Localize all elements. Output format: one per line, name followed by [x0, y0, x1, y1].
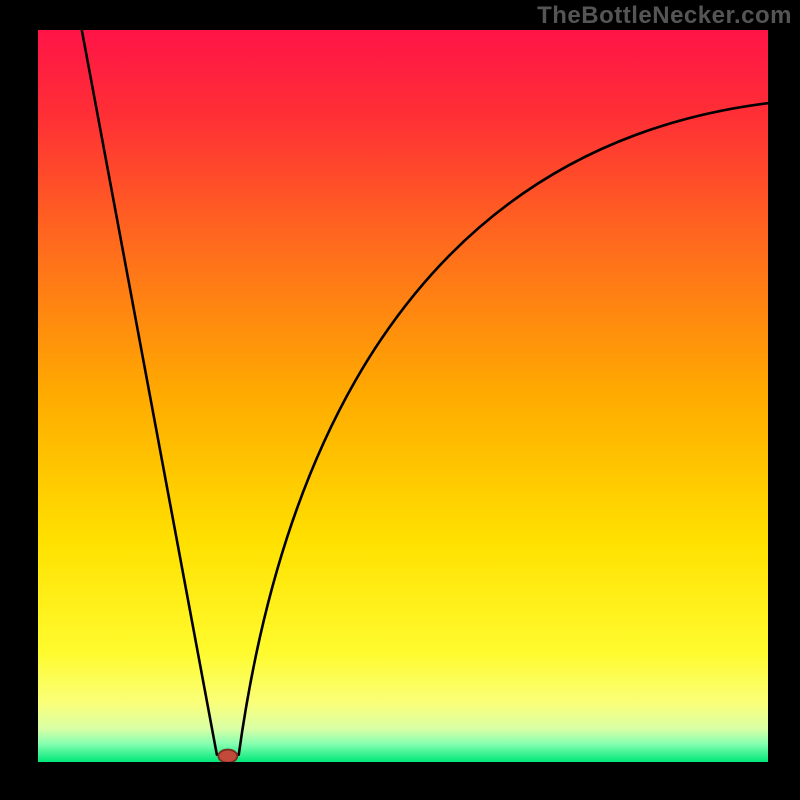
plot-svg — [38, 30, 768, 762]
watermark-text: TheBottleNecker.com — [537, 2, 792, 30]
optimal-point-marker — [218, 750, 237, 762]
chart-root: TheBottleNecker.com — [0, 0, 800, 800]
plot-area — [38, 30, 768, 762]
gradient-background — [38, 30, 768, 762]
